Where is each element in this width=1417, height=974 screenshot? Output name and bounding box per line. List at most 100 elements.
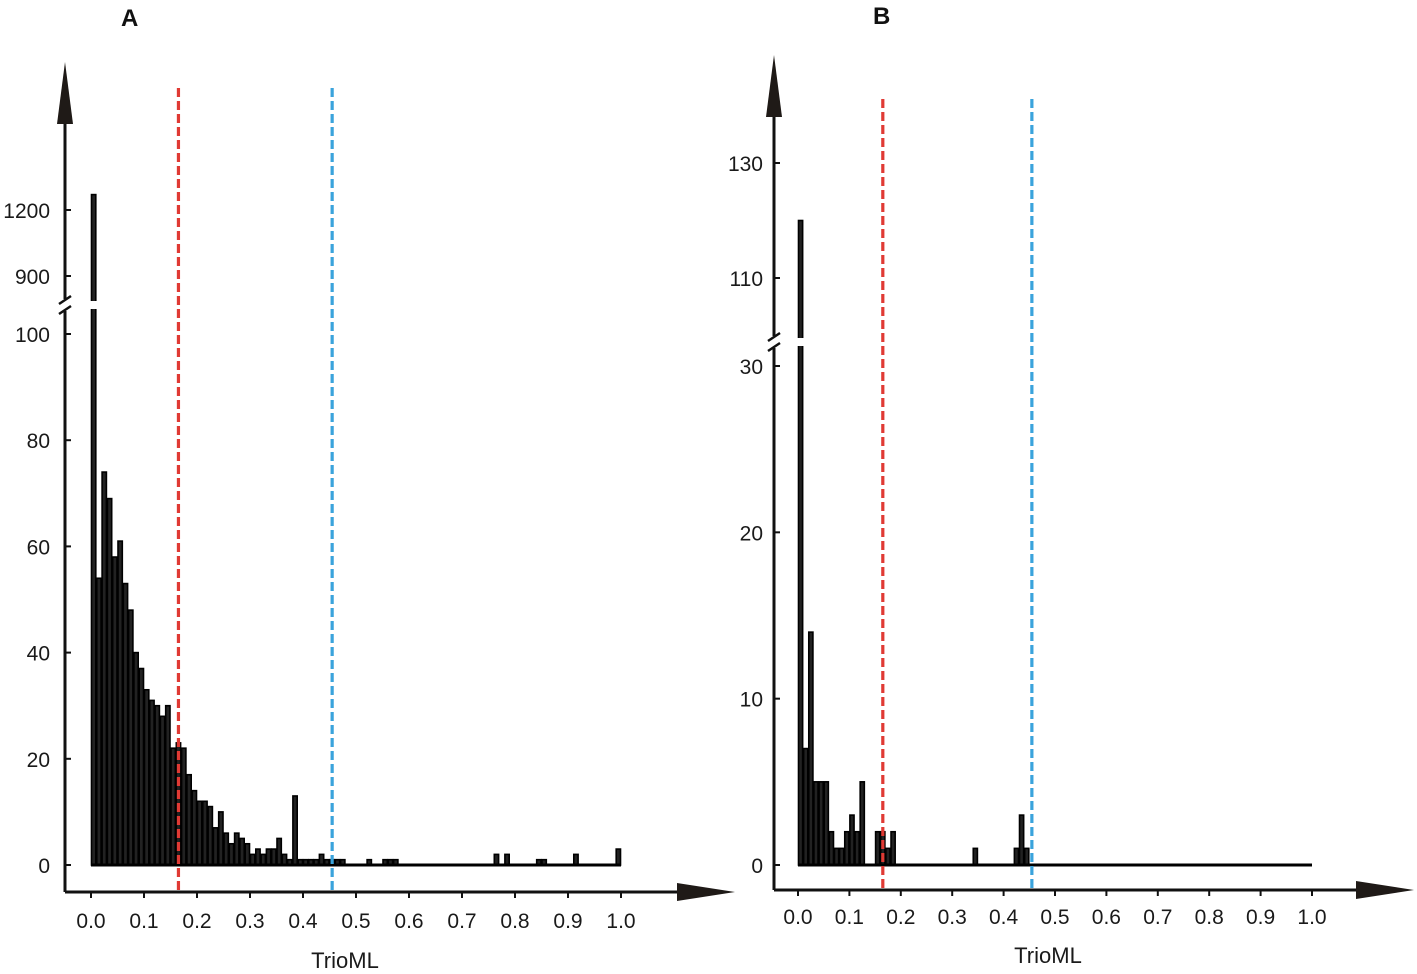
histogram-bar bbox=[106, 497, 113, 866]
histogram-bar bbox=[159, 715, 166, 866]
panel-b-ticks: 0.0 0.1 0.2 0.3 0.4 0.5 0.6 0.7 0.8 0.9 1.0 0 10 20 30… bbox=[728, 153, 1327, 929]
histogram-bar bbox=[1013, 847, 1020, 866]
y-tick-label: 130 bbox=[728, 153, 763, 176]
histogram-bar bbox=[802, 747, 809, 866]
panel-b-x-axis-title: TrioML bbox=[1014, 943, 1082, 968]
x-tick-label: 0.9 bbox=[1246, 906, 1275, 929]
histogram-bar bbox=[874, 830, 881, 866]
y-axis-arrowhead bbox=[57, 62, 73, 124]
histogram-bar bbox=[843, 830, 850, 866]
y-tick-label: 0 bbox=[751, 855, 763, 878]
y-tick-label: 20 bbox=[27, 749, 50, 772]
histogram-bar bbox=[838, 847, 845, 866]
histogram-bar bbox=[854, 830, 860, 866]
y-tick-label: 900 bbox=[15, 266, 50, 289]
x-tick-label: 0.4 bbox=[989, 906, 1019, 929]
histogram-bar bbox=[101, 471, 108, 866]
histogram-bar bbox=[885, 847, 891, 866]
axis-break-gap bbox=[796, 338, 808, 346]
x-tick-label: 0.2 bbox=[886, 906, 915, 929]
histogram-bar bbox=[813, 781, 819, 866]
histogram-bar bbox=[823, 781, 830, 866]
histogram-bar bbox=[186, 773, 192, 866]
histogram-bar bbox=[493, 853, 500, 866]
histogram-bar bbox=[244, 842, 251, 866]
panel-a-ticks: 0.0 0.1 0.2 0.3 0.4 0.5 0.6 0.7 0.8 0.9 1.0 0 20 40 60… bbox=[3, 200, 635, 933]
panel-a-letter: A bbox=[121, 5, 138, 32]
panel-a-bars bbox=[89, 193, 622, 867]
histogram-bar bbox=[249, 853, 256, 866]
x-tick-label: 0.4 bbox=[288, 910, 318, 933]
histogram-bar bbox=[143, 688, 150, 866]
x-tick-label: 0.5 bbox=[1040, 906, 1069, 929]
panel-a: A 0.0 0.1 0.2 0.3 0.4 0.5 0.6 0.7 0.8 0.9 1.0 0 20 40… bbox=[3, 5, 735, 973]
histogram-bar bbox=[265, 848, 272, 866]
histogram-bar bbox=[797, 219, 804, 866]
histogram-bar bbox=[255, 848, 261, 866]
panel-b-reference-lines bbox=[881, 99, 1034, 891]
x-tick-label: 0.2 bbox=[182, 910, 211, 933]
histogram-bar bbox=[90, 193, 97, 866]
x-tick-label: 0.9 bbox=[553, 910, 582, 933]
histogram-bar bbox=[233, 832, 240, 866]
histogram-bar bbox=[217, 811, 224, 866]
panel-a-x-axis-title: TrioML bbox=[311, 948, 379, 973]
panel-b-axes bbox=[766, 55, 1414, 899]
x-tick-label: 0.8 bbox=[1195, 906, 1224, 929]
x-tick-label: 0.3 bbox=[938, 906, 967, 929]
x-axis-arrowhead bbox=[677, 883, 735, 901]
histogram-bar bbox=[117, 540, 124, 866]
x-tick-label: 0.7 bbox=[447, 910, 476, 933]
histogram-bar bbox=[127, 609, 134, 866]
y-tick-label: 80 bbox=[27, 430, 50, 453]
histogram-bar bbox=[833, 847, 840, 866]
histogram-bar bbox=[818, 781, 824, 866]
x-tick-label: 0.3 bbox=[235, 910, 264, 933]
histogram-bar bbox=[1018, 814, 1025, 866]
histogram-bar bbox=[122, 582, 129, 866]
x-tick-label: 0.7 bbox=[1143, 906, 1172, 929]
x-tick-label: 0.5 bbox=[341, 910, 370, 933]
histogram-bar bbox=[615, 848, 622, 866]
histogram-bar bbox=[849, 814, 855, 866]
x-tick-label: 0.1 bbox=[129, 910, 158, 933]
histogram-bar bbox=[196, 800, 203, 866]
x-tick-label: 0.8 bbox=[500, 910, 529, 933]
y-tick-label: 100 bbox=[15, 324, 50, 347]
histogram-bar bbox=[96, 577, 102, 866]
x-tick-label: 0.0 bbox=[783, 906, 812, 929]
histogram-bar bbox=[239, 837, 245, 866]
histogram-bar bbox=[149, 699, 155, 866]
y-axis-break-marks bbox=[767, 331, 781, 353]
histogram-bar bbox=[191, 789, 198, 866]
histogram-bar bbox=[223, 832, 230, 866]
y-tick-label: 0 bbox=[38, 855, 50, 878]
histogram-bar bbox=[276, 837, 283, 866]
histogram-bar bbox=[1023, 847, 1030, 866]
y-tick-label: 40 bbox=[27, 643, 50, 666]
x-axis-arrowhead bbox=[1356, 881, 1414, 899]
y-axis-arrowhead bbox=[766, 55, 782, 117]
panel-b-bars bbox=[796, 219, 1312, 867]
panel-a-reference-lines bbox=[176, 88, 334, 893]
histogram-bar bbox=[228, 842, 235, 866]
x-tick-label: 1.0 bbox=[1297, 906, 1326, 929]
histogram-bar bbox=[164, 704, 171, 866]
histogram-bar bbox=[212, 827, 219, 866]
histogram-bar bbox=[260, 853, 267, 866]
y-tick-label: 110 bbox=[730, 268, 763, 291]
panel-a-axes bbox=[57, 62, 735, 901]
x-tick-label: 0.6 bbox=[1092, 906, 1121, 929]
histogram-bar bbox=[807, 631, 814, 866]
histogram-bar bbox=[207, 805, 214, 866]
x-tick-label: 1.0 bbox=[606, 910, 635, 933]
x-tick-label: 0.1 bbox=[835, 906, 864, 929]
y-axis-break-marks bbox=[58, 294, 72, 316]
histogram-bar bbox=[170, 747, 177, 866]
histogram-bar bbox=[890, 830, 896, 866]
histogram-bar bbox=[828, 830, 835, 866]
histogram-bar bbox=[504, 853, 510, 866]
histogram-bar bbox=[572, 853, 579, 866]
histogram-bar bbox=[270, 848, 277, 866]
